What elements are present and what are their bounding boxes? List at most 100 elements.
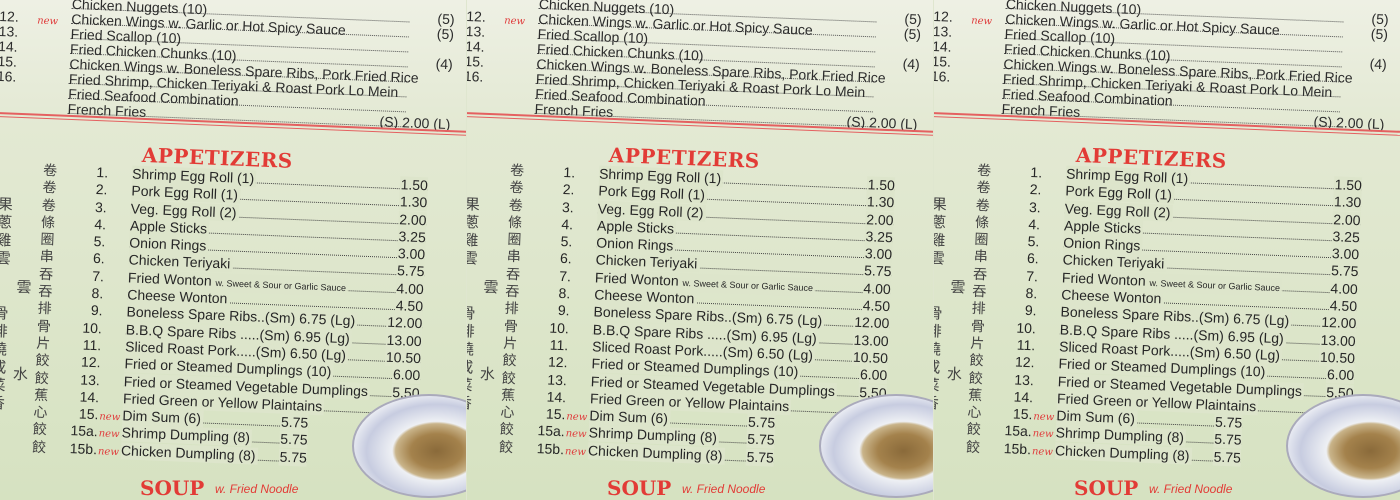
item-price: 3.00	[863, 245, 893, 264]
item-number: 12.	[547, 353, 568, 371]
next-section-title: SOUP	[1074, 476, 1139, 500]
item-price: (5)	[903, 25, 922, 43]
chinese-name: 卷	[41, 196, 57, 213]
chinese-text-column: 骨排燒或菜香	[467, 304, 476, 413]
chinese-text-column: 果蔥雞雲	[467, 196, 481, 268]
menu-photo-panel: Chicken Nuggets (10) (5) 12. new Chicken…	[0, 0, 466, 500]
chinese-name: 吞	[972, 282, 987, 300]
item-number: 14.	[546, 388, 567, 406]
item-number: 7.	[559, 267, 572, 285]
item-price: (4)	[1369, 55, 1388, 73]
item-price: 4.50	[394, 297, 424, 316]
new-badge: new	[1031, 446, 1054, 458]
item-price: 4.50	[861, 297, 891, 316]
item-number	[0, 84, 31, 85]
chinese-name: 吞	[38, 265, 54, 283]
chinese-name: 餃	[502, 351, 517, 369]
chinese-text-column: 果蔥雞雲	[934, 196, 948, 268]
item-number	[467, 99, 497, 100]
chinese-name: 卷	[508, 196, 524, 213]
chinese-name: 餃	[965, 438, 981, 455]
item-price: 6.00	[391, 366, 421, 385]
item-price: 1.30	[1332, 193, 1362, 212]
chinese-text-column: 骨排燒或菜香	[0, 304, 9, 413]
item-number: 10.	[82, 319, 103, 337]
item-number: 15b.	[69, 439, 98, 458]
item-price: 10.50	[851, 348, 889, 368]
item-number: 4.	[94, 215, 107, 233]
chinese-name: 條	[507, 213, 523, 231]
item-price: 1.50	[1333, 176, 1363, 195]
combo-list: Chicken Nuggets (10) (5) 12. new Chicken…	[0, 0, 466, 133]
chinese-name: 串	[39, 248, 55, 265]
item-number: 2.	[562, 181, 575, 198]
item-number: 2.	[1029, 181, 1042, 198]
item-price: 3.00	[396, 245, 426, 264]
item-price: 5.75	[278, 448, 308, 467]
next-section-subtitle: w. Fried Noodle	[682, 482, 766, 496]
item-price: 13.00	[852, 331, 889, 350]
new-badge: new	[97, 446, 120, 458]
item-number: 16.	[467, 67, 484, 85]
item-price: 4.00	[1329, 279, 1359, 299]
food-plate-photo	[819, 394, 933, 498]
item-number: 15b.	[536, 439, 565, 458]
menu-photo-panel: Chicken Nuggets (10) (5) 12. new Chicken…	[934, 0, 1400, 500]
chinese-text: 雲	[16, 278, 32, 297]
item-price: 5.75	[746, 413, 776, 432]
item-price: 5.75	[1213, 413, 1243, 432]
chinese-text: 水	[12, 365, 29, 384]
chinese-text-column: 骨排燒或菜香	[934, 304, 943, 413]
item-number: 5.	[1027, 233, 1040, 250]
chinese-name: 串	[973, 248, 989, 265]
chinese-name: 排	[971, 300, 986, 317]
chinese-name: 串	[506, 248, 522, 265]
next-section-title: SOUP	[140, 476, 205, 500]
chinese-name: 吞	[972, 265, 988, 283]
item-name: Dim Sum (6)	[589, 407, 669, 427]
item-number: 11.	[82, 336, 102, 354]
item-number: 12.	[80, 353, 101, 371]
item-number: 10.	[1016, 319, 1037, 337]
item-name: Onion Rings	[1063, 234, 1141, 254]
chinese-text: 水	[479, 365, 496, 384]
item-price: 5.75	[1329, 262, 1359, 281]
item-number: 13.	[1014, 371, 1035, 388]
item-number: 5.	[560, 233, 573, 250]
item-number: 5.	[93, 233, 106, 250]
item-number	[934, 84, 965, 85]
chinese-name: 卷	[976, 179, 991, 196]
item-price: 2.00	[864, 210, 894, 229]
next-section-subtitle: w. Fried Noodle	[215, 482, 299, 496]
item-price: 1.30	[398, 193, 428, 212]
chinese-name: 片	[35, 334, 51, 352]
chinese-name: 餃	[34, 369, 50, 386]
item-number: 15.	[78, 405, 99, 423]
chinese-name: 吞	[505, 282, 520, 300]
item-number: 4.	[1028, 215, 1041, 233]
item-name: Apple Sticks	[129, 217, 208, 237]
chinese-text: 水	[946, 365, 963, 384]
item-price: 3.25	[397, 228, 427, 247]
chinese-name: 吞	[505, 265, 521, 283]
chinese-name: 卷	[42, 179, 57, 196]
item-price: 3.00	[1330, 245, 1360, 264]
item-number: 8.	[91, 284, 104, 302]
item-number: 6.	[92, 250, 106, 267]
item-number: 3.	[94, 198, 108, 216]
item-number: 14.	[1013, 388, 1034, 406]
combo-list: Chicken Nuggets (10) (5) 12. new Chicken…	[934, 0, 1400, 133]
item-price: 5.75	[745, 448, 775, 467]
chinese-name: 圈	[507, 231, 522, 248]
item-price: 5.75	[745, 431, 775, 450]
chinese-name: 骨	[970, 317, 986, 334]
chinese-text: 雲	[483, 278, 499, 297]
item-name: Apple Sticks	[1063, 217, 1142, 237]
item-number: 4.	[561, 215, 574, 233]
chinese-name: 心	[967, 403, 982, 421]
item-name: Apple Sticks	[596, 217, 675, 237]
chinese-name: 圈	[974, 231, 989, 248]
next-section-title: SOUP	[607, 476, 672, 500]
item-number	[467, 84, 498, 85]
item-number: 1.	[563, 164, 576, 181]
